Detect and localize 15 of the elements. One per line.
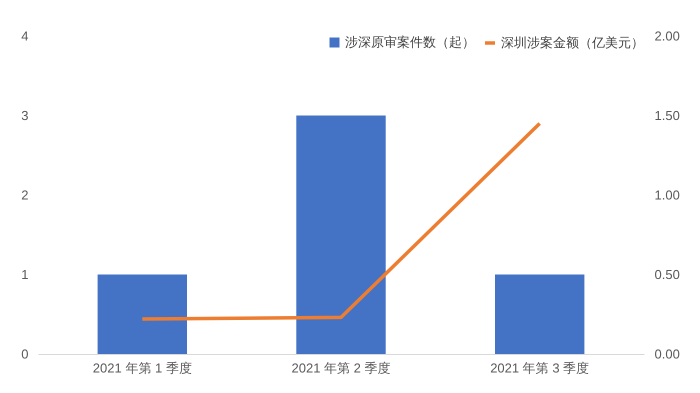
y-tick-label: 4 xyxy=(21,28,28,44)
y2-tick-label: 0.00 xyxy=(654,346,680,362)
y-tick-label: 3 xyxy=(21,108,28,123)
x-tick-label: 2021 年第 3 季度 xyxy=(490,360,590,376)
y-tick-label: 0 xyxy=(21,346,28,362)
y2-tick-label: 1.00 xyxy=(654,188,680,202)
x-tick-label: 2021 年第 1 季度 xyxy=(92,360,192,376)
legend-label: 涉深原审案件数（起） xyxy=(345,34,475,50)
y-tick-label: 1 xyxy=(21,267,28,282)
y-tick-label: 2 xyxy=(21,188,28,202)
y2-tick-label: 0.50 xyxy=(654,267,680,282)
x-tick-label: 2021 年第 2 季度 xyxy=(292,360,390,376)
y2-tick-label: 1.50 xyxy=(654,108,680,123)
legend-label: 深圳涉案金额（亿美元） xyxy=(501,35,644,50)
y2-tick-label: 2.00 xyxy=(654,28,680,44)
